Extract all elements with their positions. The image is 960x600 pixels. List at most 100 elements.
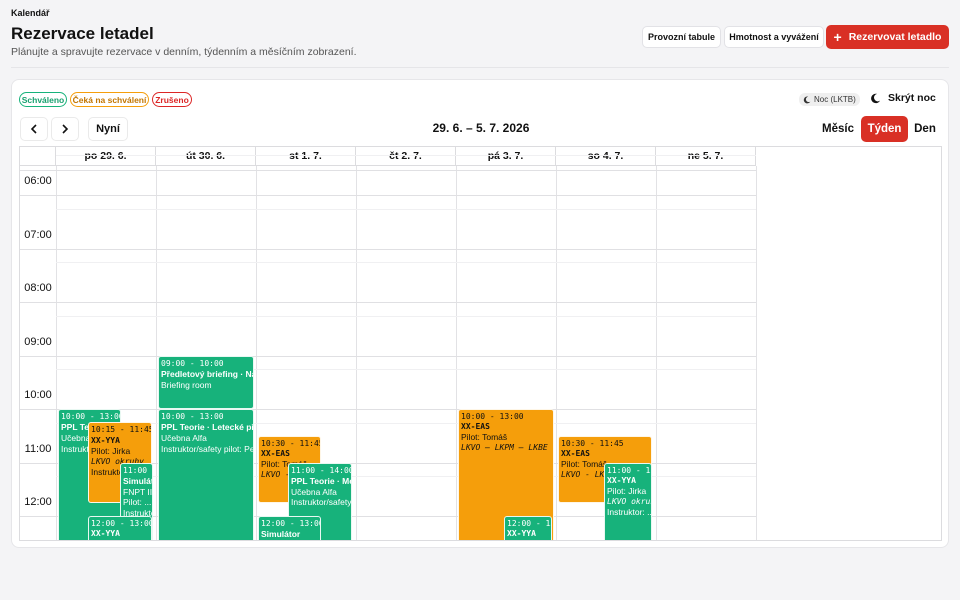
- legend-cancelled-badge: Zrušeno: [152, 92, 192, 107]
- event-title: Simulátor: [261, 529, 301, 540]
- day-header[interactable]: ne 5. 7.: [656, 147, 756, 166]
- event-route: LKVO - LKPM: [561, 470, 614, 480]
- next-week-button[interactable]: [51, 117, 79, 141]
- column-divider: [556, 166, 557, 540]
- view-month-button[interactable]: Měsíc: [822, 123, 854, 135]
- event-detail: Pilot: Tomáš: [461, 432, 508, 443]
- event-detail: Pilot: Jirka: [91, 445, 131, 456]
- moon-icon: [871, 93, 881, 103]
- event-time: 09:00 - 10:00: [161, 358, 224, 368]
- event-time: 12:00 - 13:00: [261, 519, 321, 528]
- event-time: 11:00 - 13:00: [123, 465, 152, 475]
- event-callsign: XX-YYA: [91, 435, 120, 445]
- event-detail: FNPT II: [123, 486, 153, 497]
- event-detail: Učebna Alfa: [161, 433, 207, 444]
- hour-line: [20, 462, 756, 464]
- book-aircraft-button[interactable]: + Rezervovat letadlo: [826, 25, 949, 49]
- prev-week-button[interactable]: [20, 117, 48, 141]
- calendar-card: Schváleno Čeká na schválení Zrušeno Noc …: [11, 79, 949, 548]
- half-hour-line: [56, 208, 756, 210]
- event-time: 12:00 - 13:00: [91, 519, 152, 528]
- event-title: PPL Teorie · Letecké předpisy: [161, 422, 254, 433]
- event-time: 10:30 - 11:45: [261, 438, 321, 448]
- hide-night-toggle[interactable]: Skrýt noc: [870, 92, 936, 104]
- day-header[interactable]: so 4. 7.: [556, 147, 656, 166]
- event-time: 12:00 - 13:00: [507, 519, 551, 528]
- event-detail: Instruktor/safety pilot: ...: [291, 497, 352, 508]
- event-time: 10:30 - 11:45: [561, 438, 624, 448]
- view-day-button[interactable]: Den: [914, 123, 936, 135]
- hour-label: 06:00: [24, 175, 52, 187]
- event-detail: Pilot: ...: [123, 497, 152, 508]
- day-header[interactable]: po 29. 6.: [56, 147, 156, 166]
- day-header[interactable]: čt 2. 7.: [356, 147, 456, 166]
- plus-icon: +: [833, 29, 842, 45]
- event-callsign: XX-EAS: [461, 422, 490, 432]
- column-divider: [256, 166, 257, 540]
- night-indicator-label: Noc (LKTB): [814, 95, 856, 104]
- day-header[interactable]: út 30. 6.: [156, 147, 256, 166]
- event-detail: Instruktor: ...: [123, 508, 152, 519]
- event-instructor: Instruktor: ...: [91, 466, 139, 477]
- half-hour-line: [56, 262, 756, 264]
- hour-line: [20, 302, 756, 303]
- column-divider: [56, 166, 57, 540]
- hour-line: [20, 355, 756, 357]
- hide-night-label: Skrýt noc: [888, 92, 936, 104]
- day-header[interactable]: pá 3. 7.: [456, 147, 556, 166]
- event-route: LKVO - LKPM: [261, 470, 314, 480]
- event-title: Simulátor: [123, 475, 152, 486]
- event-title: PPL Teorie · Meteorologie: [291, 475, 351, 486]
- event-detail: Pilot: Jirka: [607, 485, 647, 496]
- breadcrumb: Kalendář: [11, 8, 50, 18]
- hour-label: 12:00: [24, 496, 52, 508]
- half-hour-line: [56, 476, 756, 478]
- chevron-left-icon: [30, 124, 37, 134]
- book-aircraft-label: Rezervovat letadlo: [848, 31, 942, 43]
- column-divider: [656, 166, 657, 540]
- hour-line: [20, 195, 756, 196]
- event-detail: Instruktor/safety pilot: Petr: [161, 443, 254, 454]
- week-grid-body: po 29. 6. út 30. 6. st 1. 7. čt 2. 7. pá 3. …: [20, 147, 757, 540]
- event-time: 10:15 - 11:45: [91, 425, 152, 435]
- column-divider: [156, 166, 157, 540]
- page-subtitle: Plánujte a spravujte rezervace v denním,…: [11, 46, 357, 58]
- now-button[interactable]: Nyní: [88, 117, 128, 141]
- event-time: 11:00 - 14:00: [291, 465, 352, 475]
- column-divider: [756, 166, 757, 540]
- event-detail: Briefing room: [161, 379, 212, 390]
- event-detail: Pilot: Tomáš: [261, 459, 308, 470]
- ops-board-button[interactable]: Provozní tabule: [642, 26, 721, 48]
- time-column-header: [20, 147, 56, 166]
- legend-pending-badge: Čeká na schválení: [70, 92, 149, 107]
- event-time: 10:00 - 13:00: [161, 412, 224, 421]
- event-time: 10:00 - 13:00: [461, 412, 524, 421]
- weight-balance-button[interactable]: Hmotnost a vyvážení: [724, 26, 824, 48]
- half-hour-line: [56, 315, 756, 317]
- half-hour-line: [56, 155, 756, 157]
- night-indicator: Noc (LKTB): [799, 93, 860, 106]
- moon-small-icon: [803, 96, 811, 103]
- hour-line: [20, 409, 756, 410]
- event-detail: Učebna Alfa: [61, 433, 107, 444]
- hour-label: 07:00: [24, 228, 52, 241]
- half-hour-line: [56, 369, 756, 371]
- half-hour-line: [56, 422, 756, 424]
- week-grid: po 29. 6. út 30. 6. st 1. 7. čt 2. 7. pá 3. …: [19, 146, 942, 541]
- event-instructor: Instruktor: ...: [607, 507, 652, 518]
- day-header[interactable]: st 1. 7.: [256, 147, 356, 166]
- view-week-button[interactable]: Týden: [861, 116, 908, 142]
- event-detail: Pilot: Zdeněk: [91, 539, 149, 540]
- hour-line: [20, 170, 756, 171]
- column-divider: [456, 166, 457, 540]
- column-divider: [356, 166, 357, 540]
- legend-approved-badge: Schváleno: [19, 92, 67, 107]
- hour-label: 09:00: [24, 335, 52, 348]
- chevron-right-icon: [62, 124, 69, 134]
